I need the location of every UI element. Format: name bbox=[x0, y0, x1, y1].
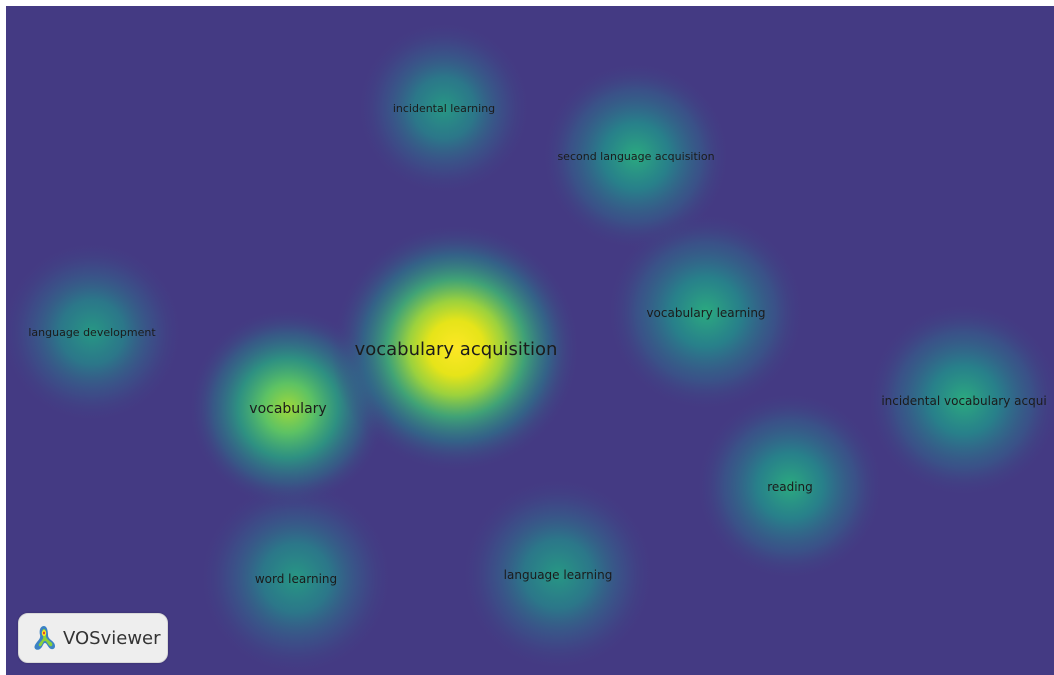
density-blob-second-language-acquisition bbox=[541, 61, 731, 251]
term-label-language-development[interactable]: language development bbox=[28, 326, 156, 339]
vosviewer-logo-text: VOSviewer bbox=[63, 627, 161, 649]
density-blob-language-learning bbox=[460, 476, 656, 672]
density-blob-vocabulary-learning bbox=[606, 212, 806, 412]
term-label-second-language-acquisition[interactable]: second language acquisition bbox=[557, 150, 714, 163]
term-label-incidental-learning[interactable]: incidental learning bbox=[393, 102, 495, 115]
density-blob-incidental-vocabulary-acqui bbox=[866, 302, 1054, 498]
density-blob-vocabulary-acquisition bbox=[331, 223, 581, 473]
term-label-language-learning[interactable]: language learning bbox=[504, 568, 613, 582]
density-blob-incidental-learning bbox=[356, 20, 532, 196]
density-map-canvas[interactable]: vocabulary acquisition vocabulary incident… bbox=[6, 6, 1054, 675]
density-map[interactable]: vocabulary acquisition vocabulary incident… bbox=[6, 6, 1054, 675]
density-blob-language-development bbox=[6, 240, 184, 424]
density-blob-word-learning bbox=[198, 480, 394, 675]
vosviewer-logo-icon bbox=[34, 626, 55, 650]
term-label-reading[interactable]: reading bbox=[767, 480, 813, 494]
term-label-incidental-vocabulary-acqui[interactable]: incidental vocabulary acqui bbox=[881, 394, 1046, 408]
term-label-vocabulary-learning[interactable]: vocabulary learning bbox=[646, 306, 765, 320]
term-label-vocabulary-acquisition[interactable]: vocabulary acquisition bbox=[355, 339, 558, 360]
term-label-word-learning[interactable]: word learning bbox=[255, 572, 337, 586]
density-blob-reading bbox=[695, 391, 885, 581]
vosviewer-logo-badge[interactable]: VOSviewer bbox=[18, 613, 168, 663]
term-label-vocabulary[interactable]: vocabulary bbox=[249, 401, 326, 417]
